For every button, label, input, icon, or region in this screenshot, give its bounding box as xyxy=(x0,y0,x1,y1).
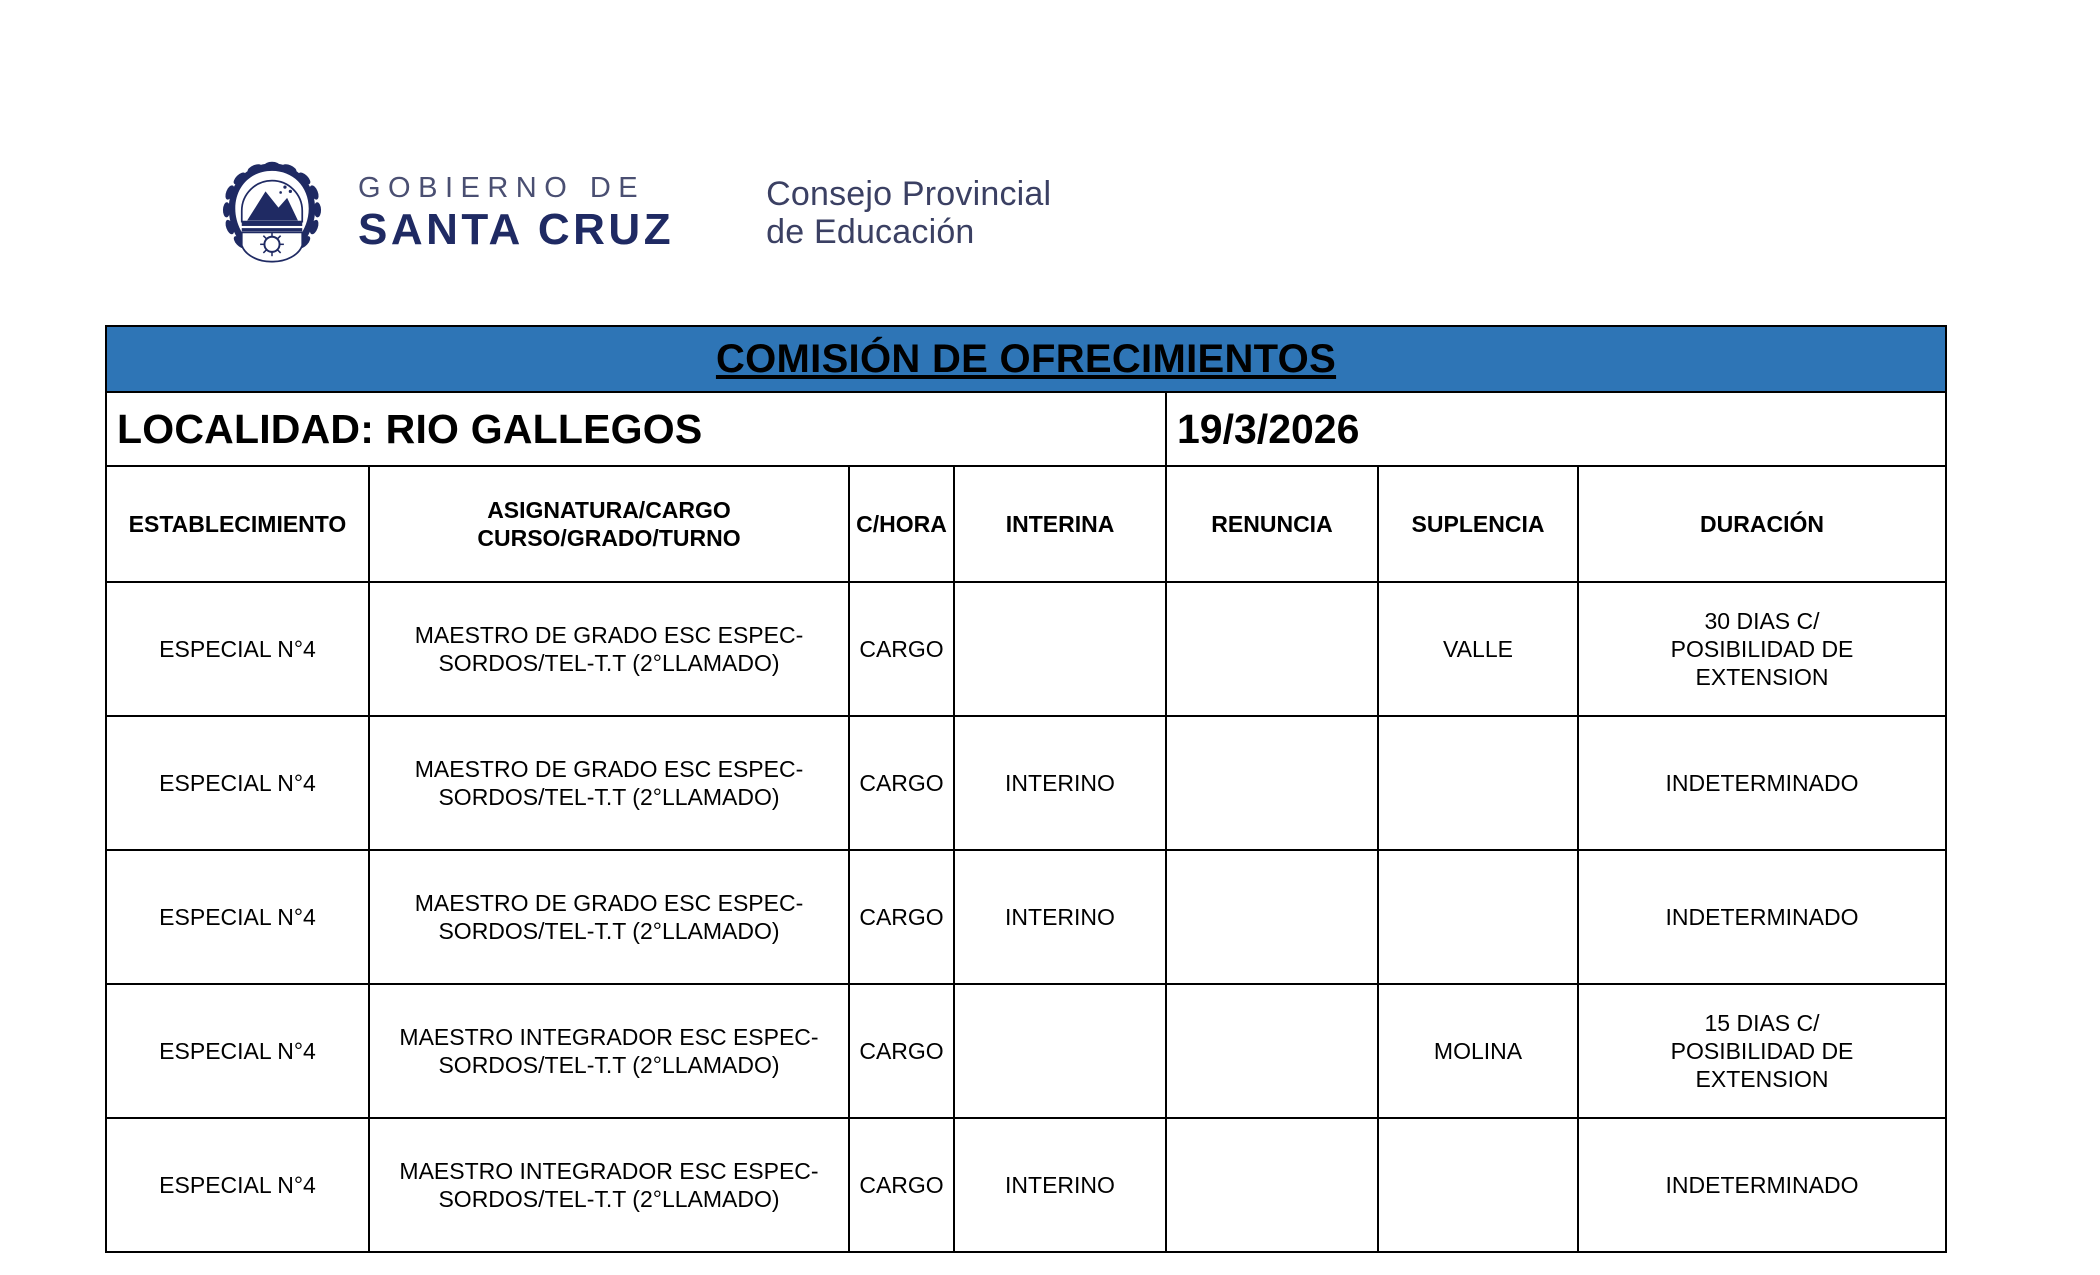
offerings-table: COMISIÓN DE OFRECIMIENTOS LOCALIDAD: RIO… xyxy=(104,325,1948,1253)
santa-cruz-coat-of-arms-icon xyxy=(222,161,322,263)
cell-duracion-line-1: 30 DIAS C/ xyxy=(1704,607,1820,634)
cell-chora: CARGO xyxy=(848,849,955,985)
cell-chora: CARGO xyxy=(848,581,955,717)
cell-establecimiento: ESPECIAL N°4 xyxy=(105,1117,370,1253)
table-row: ESPECIAL N°4 MAESTRO DE GRADO ESC ESPEC-… xyxy=(105,849,1948,985)
gobierno-line-1: GOBIERNO DE xyxy=(358,172,646,204)
cell-renuncia xyxy=(1165,849,1379,985)
header-chora: C/HORA xyxy=(848,465,955,583)
cell-duracion: INDETERMINADO xyxy=(1576,1117,1948,1253)
cell-duracion-line-1: INDETERMINADO xyxy=(1665,903,1859,930)
cell-duracion: INDETERMINADO xyxy=(1576,715,1948,851)
table-row: ESPECIAL N°4 MAESTRO INTEGRADOR ESC ESPE… xyxy=(105,1117,1948,1253)
cell-asignatura-line-2: SORDOS/TEL-T.T (2°LLAMADO) xyxy=(438,1186,780,1212)
cell-duracion-line-2: POSIBILIDAD DE xyxy=(1670,1037,1854,1064)
gobierno-line-2: SANTA CRUZ xyxy=(358,205,675,254)
cell-suplencia xyxy=(1377,849,1579,985)
table-row: ESPECIAL N°4 MAESTRO INTEGRADOR ESC ESPE… xyxy=(105,983,1948,1119)
cell-suplencia: VALLE xyxy=(1377,581,1579,717)
cell-suplencia xyxy=(1377,715,1579,851)
cell-renuncia xyxy=(1165,715,1379,851)
table-header-row: ESTABLECIMIENTO ASIGNATURA/CARGO CURSO/G… xyxy=(105,465,1948,583)
title-bar-row: COMISIÓN DE OFRECIMIENTOS xyxy=(104,325,1948,393)
cell-asignatura-line-2: SORDOS/TEL-T.T (2°LLAMADO) xyxy=(438,650,780,676)
cell-interina: INTERINO xyxy=(953,715,1167,851)
localidad-label: LOCALIDAD: RIO GALLEGOS xyxy=(105,391,1167,467)
header-asignatura-line-2: CURSO/GRADO/TURNO xyxy=(477,525,741,551)
cell-interina xyxy=(953,581,1167,717)
localidad-row: LOCALIDAD: RIO GALLEGOS 19/3/2026 xyxy=(105,391,1948,467)
consejo-line-2: de Educación xyxy=(766,213,975,251)
fecha-label: 19/3/2026 xyxy=(1164,391,1948,467)
cell-duracion-line-3: EXTENSION xyxy=(1695,1066,1829,1093)
cell-duracion: 15 DIAS C/ POSIBILIDAD DE EXTENSION xyxy=(1576,983,1948,1119)
header-renuncia: RENUNCIA xyxy=(1165,465,1379,583)
gobierno-wordmark: GOBIERNO DE SANTA CRUZ xyxy=(358,174,674,252)
header-asignatura-line-1: ASIGNATURA/CARGO xyxy=(487,496,731,523)
header-duracion: DURACIÓN xyxy=(1576,465,1948,583)
document-title-text: COMISIÓN DE OFRECIMIENTOS xyxy=(715,336,1337,381)
cell-interina: INTERINO xyxy=(953,1117,1167,1253)
cell-duracion-line-3: EXTENSION xyxy=(1695,664,1829,691)
header-suplencia: SUPLENCIA xyxy=(1377,465,1579,583)
cell-duracion-line-1: 15 DIAS C/ xyxy=(1704,1009,1820,1036)
cell-duracion: INDETERMINADO xyxy=(1576,849,1948,985)
cell-establecimiento: ESPECIAL N°4 xyxy=(105,849,370,985)
cell-suplencia xyxy=(1377,1117,1579,1253)
cell-suplencia: MOLINA xyxy=(1377,983,1579,1119)
cell-duracion-line-1: INDETERMINADO xyxy=(1665,1171,1859,1198)
cell-renuncia xyxy=(1165,1117,1379,1253)
cell-renuncia xyxy=(1165,581,1379,717)
document-title: COMISIÓN DE OFRECIMIENTOS xyxy=(104,325,1948,393)
cell-duracion-line-1: INDETERMINADO xyxy=(1665,769,1859,796)
cell-asignatura-line-1: MAESTRO INTEGRADOR ESC ESPEC- xyxy=(399,1023,819,1050)
cell-asignatura-line-1: MAESTRO INTEGRADOR ESC ESPEC- xyxy=(399,1157,819,1184)
cell-asignatura: MAESTRO INTEGRADOR ESC ESPEC- SORDOS/TEL… xyxy=(368,983,850,1119)
table-row: ESPECIAL N°4 MAESTRO DE GRADO ESC ESPEC-… xyxy=(105,581,1948,717)
header-establecimiento: ESTABLECIMIENTO xyxy=(105,465,370,583)
cell-asignatura: MAESTRO INTEGRADOR ESC ESPEC- SORDOS/TEL… xyxy=(368,1117,850,1253)
cell-renuncia xyxy=(1165,983,1379,1119)
cell-interina xyxy=(953,983,1167,1119)
cell-chora: CARGO xyxy=(848,1117,955,1253)
cell-asignatura: MAESTRO DE GRADO ESC ESPEC- SORDOS/TEL-T… xyxy=(368,581,850,717)
cell-asignatura-line-1: MAESTRO DE GRADO ESC ESPEC- xyxy=(414,621,804,648)
cell-asignatura-line-2: SORDOS/TEL-T.T (2°LLAMADO) xyxy=(438,918,780,944)
cell-chora: CARGO xyxy=(848,983,955,1119)
cell-asignatura-line-2: SORDOS/TEL-T.T (2°LLAMADO) xyxy=(438,784,780,810)
consejo-provincial-wordmark: Consejo Provincial de Educación xyxy=(766,175,1051,251)
cell-establecimiento: ESPECIAL N°4 xyxy=(105,983,370,1119)
table-row: ESPECIAL N°4 MAESTRO DE GRADO ESC ESPEC-… xyxy=(105,715,1948,851)
cell-establecimiento: ESPECIAL N°4 xyxy=(105,715,370,851)
letterhead: GOBIERNO DE SANTA CRUZ Consejo Provincia… xyxy=(218,148,1051,278)
cell-duracion: 30 DIAS C/ POSIBILIDAD DE EXTENSION xyxy=(1576,581,1948,717)
header-interina: INTERINA xyxy=(953,465,1167,583)
cell-asignatura: MAESTRO DE GRADO ESC ESPEC- SORDOS/TEL-T… xyxy=(368,849,850,985)
cell-asignatura-line-2: SORDOS/TEL-T.T (2°LLAMADO) xyxy=(438,1052,780,1078)
cell-asignatura: MAESTRO DE GRADO ESC ESPEC- SORDOS/TEL-T… xyxy=(368,715,850,851)
cell-duracion-line-2: POSIBILIDAD DE xyxy=(1670,635,1854,662)
cell-asignatura-line-1: MAESTRO DE GRADO ESC ESPEC- xyxy=(414,755,804,782)
cell-establecimiento: ESPECIAL N°4 xyxy=(105,581,370,717)
cell-asignatura-line-1: MAESTRO DE GRADO ESC ESPEC- xyxy=(414,889,804,916)
header-asignatura: ASIGNATURA/CARGO CURSO/GRADO/TURNO xyxy=(368,465,850,583)
offerings-sheet: COMISIÓN DE OFRECIMIENTOS LOCALIDAD: RIO… xyxy=(104,325,1948,1253)
cell-interina: INTERINO xyxy=(953,849,1167,985)
consejo-line-1: Consejo Provincial xyxy=(766,174,1052,213)
cell-chora: CARGO xyxy=(848,715,955,851)
